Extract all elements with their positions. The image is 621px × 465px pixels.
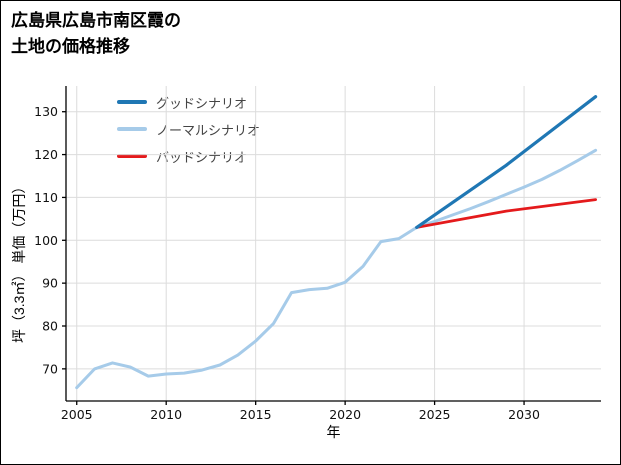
legend-label-bad-scenario: バッドシナリオ	[156, 149, 248, 165]
x-tick-label: 2020	[329, 407, 361, 422]
series-line-good	[415, 95, 598, 229]
x-tick-label: 2025	[419, 407, 451, 422]
x-tick-label: 2005	[61, 407, 93, 422]
legend-label-good-scenario: グッドシナリオ	[156, 95, 248, 111]
y-tick-label: 70	[42, 361, 58, 376]
legend-item-good-scenario: グッドシナリオ	[117, 93, 260, 111]
x-tick-label: 2015	[240, 407, 272, 422]
x-tick-label: 2010	[150, 407, 182, 422]
series-line-normal	[75, 148, 598, 390]
chart-title-line2: 土地の価格推移	[11, 37, 130, 57]
y-tick-label: 90	[42, 276, 58, 291]
legend-label-normal-scenario: ノーマルシナリオ	[156, 122, 261, 138]
y-tick-label: 100	[34, 233, 58, 248]
bad-scenario-line-swatch	[117, 154, 147, 158]
y-tick-label: 120	[34, 147, 58, 162]
legend-item-normal-scenario: ノーマルシナリオ	[117, 120, 260, 138]
normal-scenario-line-swatch	[117, 127, 147, 131]
y-axis-label: 坪（3.3㎡） 単価（万円）	[11, 179, 27, 343]
chart-title-line1: 広島県広島市南区霞の	[11, 11, 181, 30]
legend: グッドシナリオ ノーマルシナリオ バッドシナリオ	[117, 93, 260, 165]
y-tick-label: 130	[34, 104, 58, 119]
legend-item-bad-scenario: バッドシナリオ	[117, 147, 260, 165]
chart-title: 広島県広島市南区霞の 土地の価格推移	[11, 8, 181, 61]
good-scenario-line-swatch	[117, 100, 147, 104]
y-tick-label: 110	[34, 190, 58, 205]
x-axis-label: 年	[326, 424, 341, 440]
y-tick-label: 80	[42, 319, 58, 334]
x-tick-label: 2030	[508, 407, 540, 422]
series-line-bad	[415, 198, 597, 229]
